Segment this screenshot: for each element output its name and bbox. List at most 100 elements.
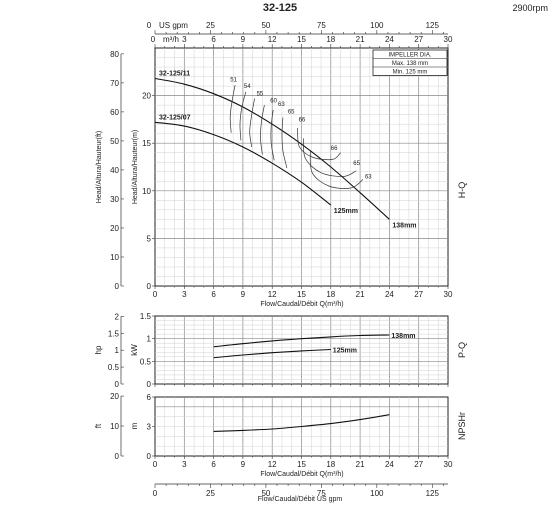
m3h-top-tick-label: 0 xyxy=(151,35,156,44)
efficiency-label: 60 xyxy=(270,98,277,104)
hq-panel-title: H-Q xyxy=(457,182,467,199)
m3h-top-tick-label: 24 xyxy=(385,35,394,44)
np-x-tick-label: 6 xyxy=(211,460,216,469)
hq-curve-1 xyxy=(154,77,390,220)
efficiency-iso-line xyxy=(303,138,357,177)
pq-ylabel-kw: kW xyxy=(130,344,139,356)
usgpm-tick-label: 100 xyxy=(370,21,384,30)
efficiency-label: 54 xyxy=(244,84,251,90)
m3h-top-unit-label: m³/h xyxy=(163,35,179,44)
legend-title: IMPELLER DIA. xyxy=(388,53,431,59)
pq-hp-tick-label: 0 xyxy=(115,380,120,389)
m3h-top-tick-label: 3 xyxy=(182,35,187,44)
usgpm-tick-label: 50 xyxy=(261,21,270,30)
np-m-tick-label: 6 xyxy=(147,393,152,402)
hq-ylabel-m: Head/Altura/Hauteur(m) xyxy=(132,130,139,204)
bottom-usgpm-tick-label: 50 xyxy=(261,489,270,498)
hq-x-tick-label: 24 xyxy=(385,290,394,299)
hq-m-tick-label: 5 xyxy=(147,234,152,243)
hq-ft-tick-label: 50 xyxy=(110,137,119,146)
efficiency-iso-line xyxy=(270,109,275,161)
m3h-top-tick-label: 9 xyxy=(241,35,246,44)
hq-m-tick-label: 10 xyxy=(142,187,151,196)
efficiency-label: 65 xyxy=(353,161,360,167)
hq-ft-tick-label: 60 xyxy=(110,108,119,117)
np-panel-title: NPSHr xyxy=(457,412,467,440)
hq-m-tick-label: 0 xyxy=(147,282,152,291)
pq-ylabel-hp: hp xyxy=(94,345,103,354)
hq-x-tick-label: 21 xyxy=(356,290,365,299)
np-ylabel-ft: ft xyxy=(94,423,103,428)
hq-x-tick-label: 12 xyxy=(268,290,277,299)
pq-panel-title: P-Q xyxy=(457,342,467,358)
np-m-tick-label: 3 xyxy=(147,423,152,432)
efficiency-label: 66 xyxy=(299,117,306,123)
bottom-usgpm-label: Flow/Caudal/Débit US gpm xyxy=(258,496,343,503)
np-xlabel: Flow/Caudal/Débit Q(m³/h) xyxy=(260,471,343,478)
hq-curve-end-label: 125mm xyxy=(334,208,358,215)
hq-xlabel: Flow/Caudal/Débit Q(m³/h) xyxy=(260,301,343,308)
efficiency-label: 63 xyxy=(365,174,372,180)
efficiency-label: 51 xyxy=(230,77,237,83)
model-title: 32-125 xyxy=(263,2,297,14)
efficiency-iso-line xyxy=(281,117,288,169)
pq-curve-2 xyxy=(213,348,331,359)
np-ft-tick-label: 0 xyxy=(115,452,120,461)
usgpm-tick-label: 125 xyxy=(426,21,440,30)
efficiency-iso-line xyxy=(297,127,341,161)
m3h-top-tick-label: 21 xyxy=(356,35,365,44)
usgpm-tick-label: 75 xyxy=(317,21,326,30)
efficiency-label: 66 xyxy=(331,146,338,152)
pq-hp-tick-label: 1 xyxy=(115,346,120,355)
usgpm-tick-label: 0 xyxy=(147,21,152,30)
np-x-tick-label: 27 xyxy=(414,460,423,469)
pq-hp-tick-label: 2 xyxy=(115,312,120,321)
speed-label: 2900rpm xyxy=(512,3,548,13)
np-ylabel-m: m xyxy=(130,422,139,429)
usgpm-unit-label: US gpm xyxy=(159,21,188,30)
hq-m-tick-label: 15 xyxy=(142,139,151,148)
efficiency-iso-line xyxy=(260,105,265,155)
np-x-tick-label: 0 xyxy=(153,460,158,469)
bottom-usgpm-tick-label: 100 xyxy=(370,489,384,498)
hq-ylabel-ft: Head/Altura/Hauteur(ft) xyxy=(96,131,103,203)
m3h-top-tick-label: 27 xyxy=(414,35,423,44)
hq-ft-tick-label: 70 xyxy=(110,79,119,88)
bottom-usgpm-tick-label: 125 xyxy=(426,489,440,498)
efficiency-iso-line xyxy=(239,91,247,141)
hq-ft-tick-label: 20 xyxy=(110,224,119,233)
pq-kw-tick-label: 0 xyxy=(147,380,152,389)
efficiency-label: 65 xyxy=(288,110,295,116)
efficiency-label: 55 xyxy=(257,92,264,98)
hq-x-tick-label: 9 xyxy=(241,290,246,299)
legend-max: Max. 138 mm xyxy=(392,61,428,67)
hq-x-tick-label: 6 xyxy=(211,290,216,299)
pq-curve-label: 138mm xyxy=(391,333,415,340)
pq-hp-tick-label: 1.5 xyxy=(108,329,120,338)
hq-curve-name-label: 32-125/07 xyxy=(159,114,191,121)
np-x-tick-label: 3 xyxy=(182,460,187,469)
hq-m-tick-label: 20 xyxy=(142,92,151,101)
pq-kw-tick-label: 1.5 xyxy=(140,312,152,321)
hq-x-tick-label: 3 xyxy=(182,290,187,299)
hq-ft-tick-label: 80 xyxy=(110,50,119,59)
hq-x-tick-label: 18 xyxy=(326,290,335,299)
npsh-curve xyxy=(213,414,390,432)
hq-x-tick-label: 15 xyxy=(297,290,306,299)
efficiency-iso-line xyxy=(229,85,236,133)
m3h-top-tick-label: 6 xyxy=(211,35,216,44)
usgpm-tick-label: 25 xyxy=(206,21,215,30)
hq-x-tick-label: 27 xyxy=(414,290,423,299)
hq-curve-name-label: 32-125/11 xyxy=(159,70,190,77)
bottom-usgpm-tick-label: 25 xyxy=(206,489,215,498)
hq-x-tick-label: 0 xyxy=(153,290,158,299)
pq-curve-1 xyxy=(213,334,390,348)
m3h-top-tick-label: 15 xyxy=(297,35,306,44)
efficiency-iso-line xyxy=(309,150,364,189)
np-ft-tick-label: 20 xyxy=(110,392,119,401)
bottom-usgpm-tick-label: 75 xyxy=(317,489,326,498)
efficiency-label: 63 xyxy=(278,102,285,108)
np-x-tick-label: 9 xyxy=(241,460,246,469)
